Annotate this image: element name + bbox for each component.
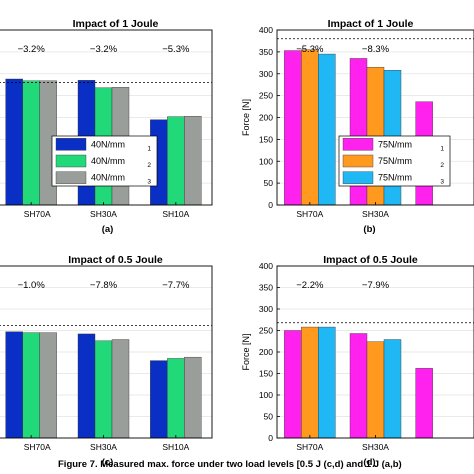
- percent-label: −3.2%: [90, 44, 118, 55]
- percent-label: −1.0%: [18, 280, 46, 291]
- y-tick-label: 400: [259, 25, 273, 35]
- y-tick-label: 50: [264, 412, 274, 422]
- legend-label: 75N/mm: [378, 173, 412, 183]
- legend-label: 40N/mm: [91, 173, 125, 183]
- y-tick-label: 100: [259, 390, 273, 400]
- y-tick-label: 150: [259, 369, 273, 379]
- chart-title: Impact of 0.5 Joule: [68, 254, 163, 266]
- bar: [383, 339, 402, 439]
- y-axis-label: Force [N]: [241, 99, 251, 136]
- percent-label: −7.9%: [362, 280, 390, 291]
- y-tick-label: 200: [259, 347, 273, 357]
- bar: [111, 339, 130, 439]
- x-tick-label: SH10A: [162, 442, 189, 452]
- y-tick-label: 300: [259, 69, 273, 79]
- y-axis-label: Force [N]: [241, 333, 251, 370]
- legend: 40N/mm 1 40N/mm 2 40N/mm 3: [51, 135, 158, 187]
- legend-swatch: [55, 154, 87, 168]
- bar: [301, 49, 319, 206]
- legend-subscript: 2: [147, 162, 151, 169]
- bar: [318, 326, 336, 439]
- bar: [284, 330, 302, 439]
- bar: [77, 333, 96, 439]
- legend-swatch: [342, 154, 374, 168]
- bar: [167, 116, 185, 206]
- percent-label: −7.7%: [162, 280, 190, 291]
- x-tick-label: SH70A: [296, 442, 323, 452]
- x-tick-label: SH30A: [90, 209, 117, 219]
- legend-subscript: 3: [147, 179, 151, 186]
- panel-caption: (d): [363, 457, 375, 468]
- legend-subscript: 1: [147, 145, 151, 152]
- bar: [94, 340, 113, 439]
- legend-swatch: [342, 171, 374, 184]
- chart-panel-4: −2.2% −7.9% Impact of 0.5 Joule SH70A SH30A 0…: [241, 254, 474, 468]
- y-tick-label: 350: [259, 47, 273, 57]
- chart-panel-2: −5.3% −8.3% Impact of 1 Joule SH70A SH30A 0 50…: [241, 18, 474, 235]
- bar: [5, 331, 23, 439]
- y-tick-label: 50: [264, 178, 274, 188]
- legend-subscript: 1: [440, 145, 444, 152]
- panel-caption: (a): [102, 224, 114, 235]
- panel-caption: (c): [102, 457, 114, 468]
- percent-label: −3.2%: [18, 44, 46, 55]
- legend-label: 75N/mm: [378, 156, 412, 166]
- x-tick-label: SH70A: [24, 442, 51, 452]
- y-tick-label: 0: [268, 433, 273, 443]
- percent-label: −8.3%: [362, 44, 390, 55]
- y-tick-label: 200: [259, 113, 273, 123]
- percent-label: −7.8%: [90, 280, 118, 291]
- y-tick-label: 0: [268, 200, 273, 210]
- y-tick-label: 300: [259, 304, 273, 314]
- bar: [415, 368, 433, 439]
- legend-swatch: [55, 138, 87, 151]
- percent-label: −5.3%: [162, 44, 190, 55]
- y-tick-label: 150: [259, 134, 273, 144]
- y-tick-label: 350: [259, 283, 273, 293]
- y-tick-label: 100: [259, 156, 273, 166]
- chart-title: Impact of 1 Joule: [73, 18, 159, 30]
- panel-caption: (b): [363, 224, 375, 235]
- x-tick-label: SH10A: [162, 209, 189, 219]
- legend: 75N/mm 1 75N/mm 2 75N/mm 3: [338, 135, 451, 187]
- legend-label: 40N/mm: [91, 139, 125, 149]
- percent-label: −2.2%: [296, 280, 324, 291]
- chart-panel-3: −1.0% −7.8% −7.7% Impact of 0.5 Joule SH70A S…: [0, 254, 213, 468]
- legend-subscript: 3: [440, 179, 444, 186]
- y-tick-label: 250: [259, 91, 273, 101]
- legend-label: 40N/mm: [91, 156, 125, 166]
- bar: [150, 360, 168, 439]
- bar: [366, 341, 385, 439]
- chart-title: Impact of 1 Joule: [328, 18, 414, 30]
- bar: [39, 332, 57, 439]
- chart-title: Impact of 0.5 Joule: [323, 254, 418, 266]
- legend-swatch: [55, 171, 87, 184]
- x-tick-label: SH70A: [24, 209, 51, 219]
- bar: [349, 333, 368, 439]
- legend-label: 75N/mm: [378, 139, 412, 149]
- percent-label: −5.3%: [296, 44, 324, 55]
- x-tick-label: SH70A: [296, 209, 323, 219]
- bar: [184, 115, 202, 206]
- bar: [301, 326, 319, 439]
- legend-swatch: [342, 138, 374, 151]
- legend-subscript: 2: [440, 162, 444, 169]
- bar: [5, 78, 23, 206]
- bar: [184, 356, 202, 439]
- bar: [318, 53, 336, 206]
- bar: [284, 50, 302, 206]
- x-tick-label: SH30A: [90, 442, 117, 452]
- y-tick-label: 250: [259, 326, 273, 336]
- x-tick-label: SH30A: [362, 442, 389, 452]
- figure-caption: Figure 7. Measured max. force under two …: [58, 459, 402, 470]
- chart-panel-1: −3.2% −3.2% −5.3% Impact of 1 Joule SH70A SH3…: [0, 18, 213, 235]
- bar: [167, 358, 185, 439]
- bar: [22, 80, 40, 206]
- y-tick-label: 400: [259, 261, 273, 271]
- bar: [22, 332, 40, 439]
- x-tick-label: SH30A: [362, 209, 389, 219]
